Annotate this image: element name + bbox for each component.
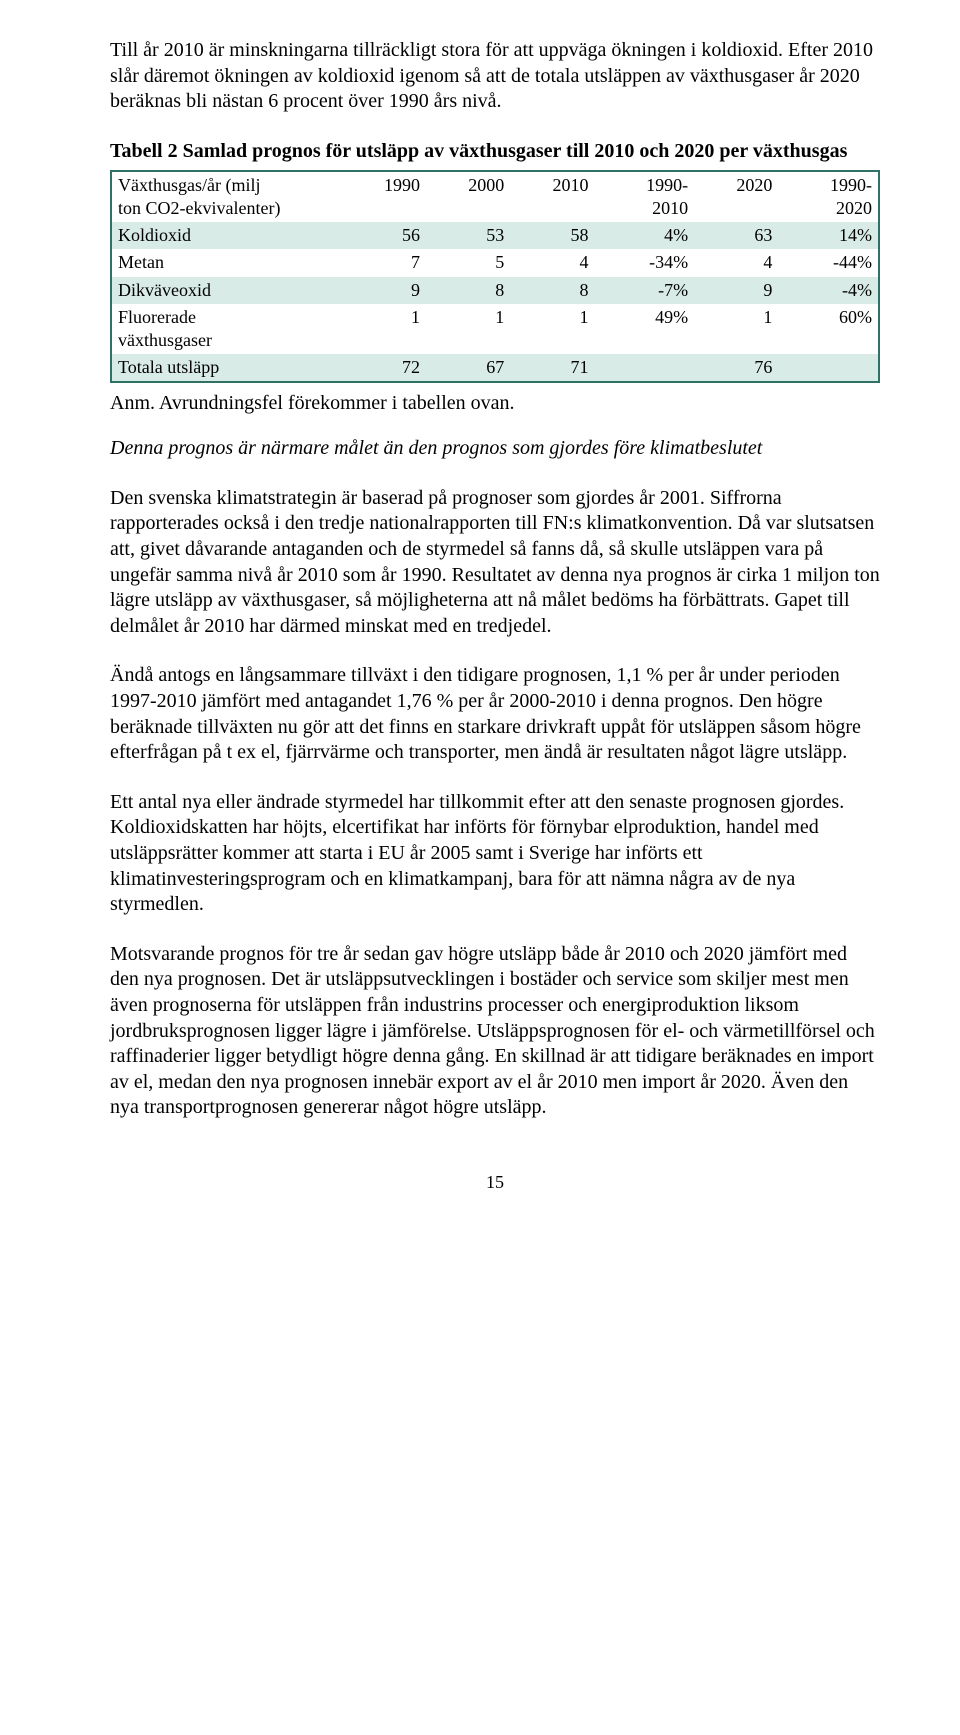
col-header-1990: 1990: [342, 172, 426, 222]
cell: 56: [342, 222, 426, 249]
cell: 5: [426, 249, 510, 276]
cell: 53: [426, 222, 510, 249]
body-paragraph-4: Motsvarande prognos för tre år sedan gav…: [110, 942, 880, 1121]
page-number: 15: [110, 1171, 880, 1194]
cell: [778, 354, 878, 381]
cell: 71: [510, 354, 594, 381]
table-title: Tabell 2 Samlad prognos för utsläpp av v…: [110, 139, 880, 165]
intro-paragraph: Till år 2010 är minskningarna tillräckli…: [110, 38, 880, 115]
cell: 1: [510, 304, 594, 354]
cell: 60%: [778, 304, 878, 354]
table-row: Metan 7 5 4 -34% 4 -44%: [112, 249, 878, 276]
body-paragraph-2: Ändå antogs en långsammare tillväxt i de…: [110, 663, 880, 765]
cell: 49%: [595, 304, 695, 354]
cell: 4: [694, 249, 778, 276]
cell: 9: [694, 277, 778, 304]
cell: 1: [342, 304, 426, 354]
cell: -7%: [595, 277, 695, 304]
table-row-total: Totala utsläpp 72 67 71 76: [112, 354, 878, 381]
row-label: Dikväveoxid: [112, 277, 342, 304]
document-page: Till år 2010 är minskningarna tillräckli…: [0, 0, 960, 1254]
subheading: Denna prognos är närmare målet än den pr…: [110, 436, 880, 462]
col-header-2000: 2000: [426, 172, 510, 222]
cell: -4%: [778, 277, 878, 304]
table-note: Anm. Avrundningsfel förekommer i tabelle…: [110, 391, 880, 417]
prognosis-table-wrap: Växthusgas/år (milj ton CO2-ekvivalenter…: [110, 170, 880, 382]
cell: -34%: [595, 249, 695, 276]
cell: -44%: [778, 249, 878, 276]
col-header-1990-2010: 1990- 2010: [595, 172, 695, 222]
table-row: Fluorerade växthusgaser 1 1 1 49% 1 60%: [112, 304, 878, 354]
cell: 63: [694, 222, 778, 249]
body-paragraph-3: Ett antal nya eller ändrade styrmedel ha…: [110, 790, 880, 918]
cell: 9: [342, 277, 426, 304]
col-header-1990-2020: 1990- 2020: [778, 172, 878, 222]
row-label: Koldioxid: [112, 222, 342, 249]
cell: 8: [510, 277, 594, 304]
cell: 72: [342, 354, 426, 381]
cell: 8: [426, 277, 510, 304]
cell: 1: [426, 304, 510, 354]
col-header-gas: Växthusgas/år (milj ton CO2-ekvivalenter…: [112, 172, 342, 222]
row-label: Totala utsläpp: [112, 354, 342, 381]
row-label: Metan: [112, 249, 342, 276]
table-row: Koldioxid 56 53 58 4% 63 14%: [112, 222, 878, 249]
table-row: Dikväveoxid 9 8 8 -7% 9 -4%: [112, 277, 878, 304]
cell: 14%: [778, 222, 878, 249]
cell: 76: [694, 354, 778, 381]
cell: [595, 354, 695, 381]
cell: 1: [694, 304, 778, 354]
cell: 7: [342, 249, 426, 276]
col-header-2010: 2010: [510, 172, 594, 222]
col-header-2020: 2020: [694, 172, 778, 222]
table-header-row: Växthusgas/år (milj ton CO2-ekvivalenter…: [112, 172, 878, 222]
row-label: Fluorerade växthusgaser: [112, 304, 342, 354]
cell: 4: [510, 249, 594, 276]
cell: 58: [510, 222, 594, 249]
cell: 4%: [595, 222, 695, 249]
cell: 67: [426, 354, 510, 381]
prognosis-table: Växthusgas/år (milj ton CO2-ekvivalenter…: [112, 172, 878, 380]
body-paragraph-1: Den svenska klimatstrategin är baserad p…: [110, 486, 880, 640]
